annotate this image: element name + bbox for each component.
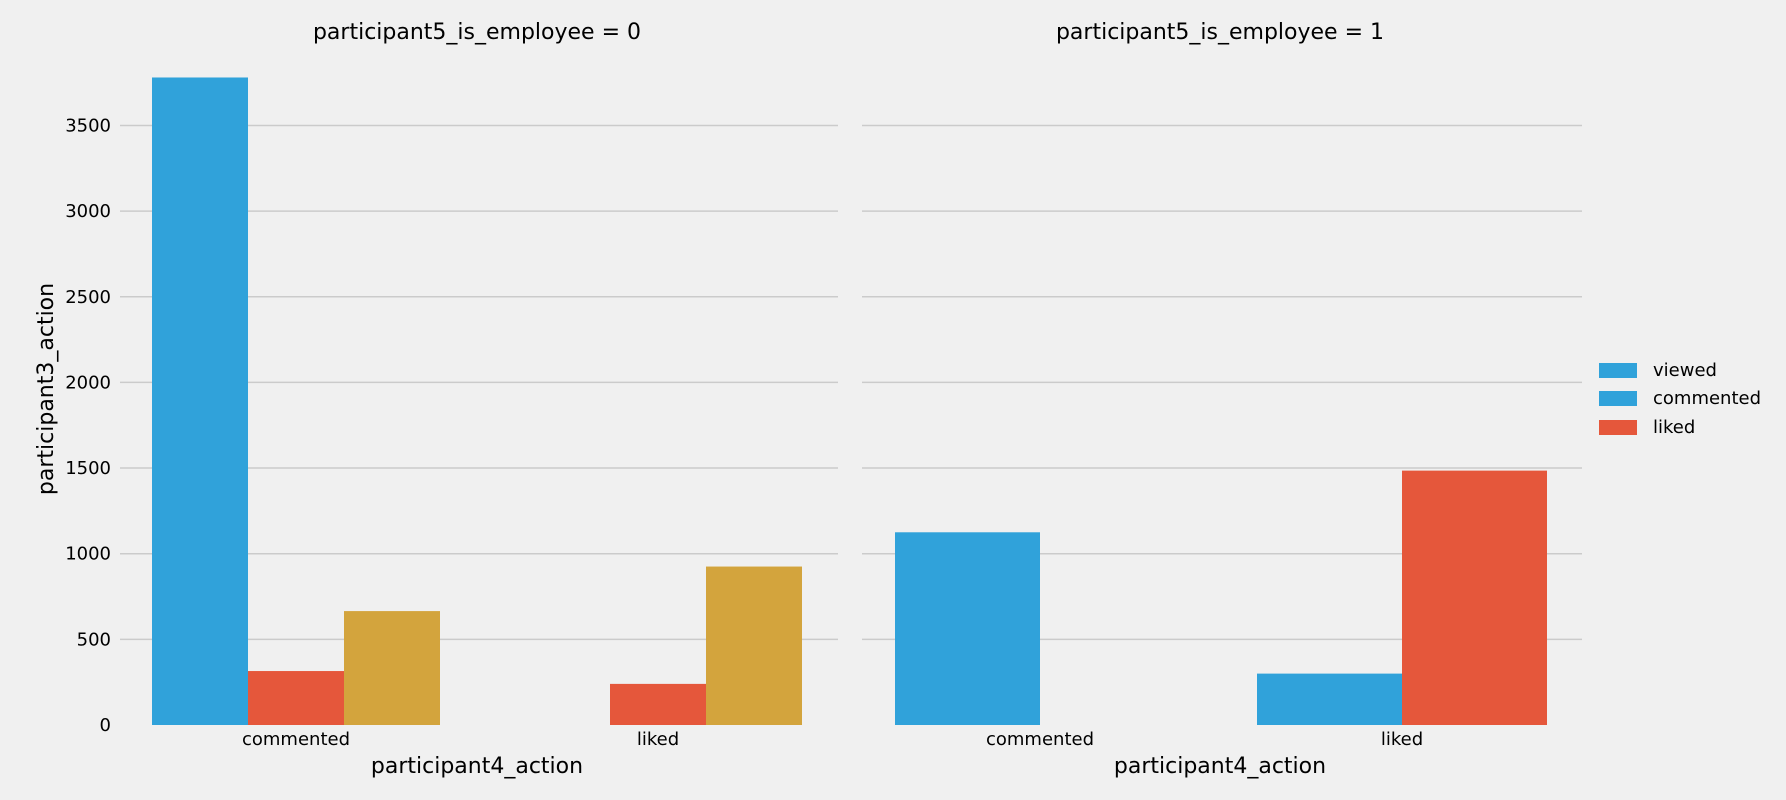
bar-liked-commented — [344, 611, 440, 725]
y-axis-label: participant3_action — [34, 283, 59, 495]
y-tick-label: 2000 — [65, 372, 111, 393]
legend-swatch-viewed — [1599, 363, 1637, 378]
y-tick-label: 3500 — [65, 115, 111, 136]
x-tick-label-commented: commented — [986, 729, 1094, 750]
x-axis-label-1: participant4_action — [1114, 754, 1326, 779]
y-tick-label: 1500 — [65, 458, 111, 479]
x-tick-label-commented: commented — [242, 729, 350, 750]
x-tick-label-liked: liked — [1381, 729, 1423, 750]
bar-commented-commented — [248, 671, 344, 725]
legend-label-commented: commented — [1653, 388, 1761, 409]
y-tick-labels: 0 500 1000 1500 2000 2500 3000 3500 — [65, 115, 111, 736]
facet-employee-1: participant5_is_employee = 1 commented li… — [862, 20, 1582, 779]
y-tick-label: 2500 — [65, 287, 111, 308]
y-tick-label: 3000 — [65, 201, 111, 222]
y-tick-label: 1000 — [65, 544, 111, 565]
y-tick-label: 0 — [100, 715, 111, 736]
bar-viewed-commented — [152, 77, 248, 725]
x-tick-labels-0: commented liked — [242, 729, 679, 750]
bar-commented-liked — [1402, 470, 1547, 725]
facet-title-0: participant5_is_employee = 0 — [313, 20, 641, 45]
y-tick-label: 500 — [77, 629, 111, 650]
x-tick-label-liked: liked — [637, 729, 679, 750]
x-tick-labels-1: commented liked — [986, 729, 1423, 750]
bar-commented-liked — [610, 683, 706, 725]
bar-viewed-commented — [895, 532, 1040, 725]
legend-swatch-liked — [1599, 420, 1637, 435]
bar-viewed-liked — [1257, 673, 1402, 725]
legend-label-viewed: viewed — [1653, 360, 1717, 381]
legend: viewed commented liked — [1599, 360, 1761, 438]
gridlines-1 — [862, 124, 1582, 641]
legend-swatch-commented — [1599, 391, 1637, 406]
bars-0 — [152, 77, 802, 725]
x-axis-label-0: participant4_action — [371, 754, 583, 779]
bars-1 — [895, 470, 1547, 725]
legend-label-liked: liked — [1653, 417, 1695, 438]
facet-employee-0: participant5_is_employee = 0 0 500 1000 150… — [34, 20, 838, 779]
bar-liked-liked — [706, 566, 802, 725]
facet-title-1: participant5_is_employee = 1 — [1056, 20, 1384, 45]
